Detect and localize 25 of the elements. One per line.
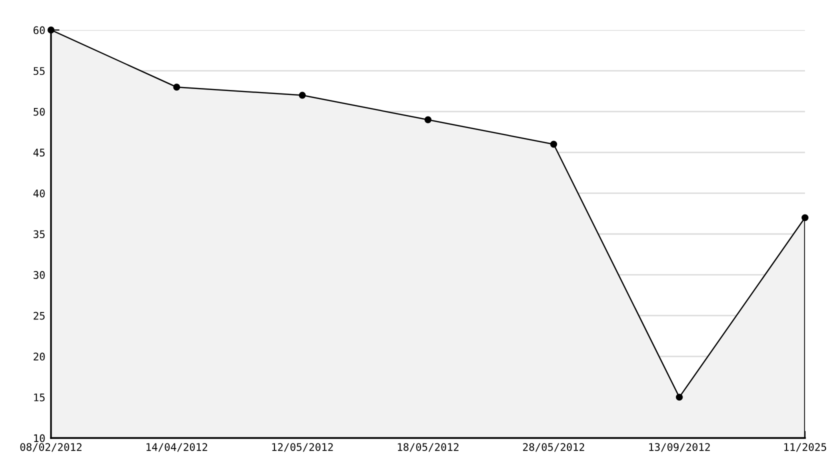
y-tick-label: 35 (34, 230, 45, 238)
point (550, 140, 558, 148)
point (298, 92, 306, 99)
x-tick-label: 28/05/2012 (523, 443, 584, 452)
x-tick-label: 12/05/2012 (272, 443, 333, 452)
x-tick-label: 11/2025 (784, 443, 826, 452)
point (173, 84, 180, 91)
y-tick-label: 60 (34, 26, 45, 34)
point (676, 394, 683, 401)
x-tick-label: 14/04/2012 (146, 443, 208, 452)
y-tick-label: 25 (34, 312, 45, 320)
x-tick-label: 08/02/2012 (20, 443, 82, 452)
y-tick-label: 20 (34, 352, 45, 361)
point (48, 26, 54, 34)
y-tick-label: 50 (34, 108, 45, 116)
x-tick-label: 13/09/2012 (649, 443, 710, 452)
point (424, 116, 432, 124)
y-tick-label: 30 (34, 271, 45, 279)
y-tick-label: 40 (33, 189, 45, 198)
point (802, 214, 808, 222)
y-tick-label: 45 (33, 148, 45, 157)
y-tick-label: 10 (34, 434, 45, 442)
y-tick-label: 55 (34, 67, 45, 75)
y-tick-label: 15 (34, 394, 45, 402)
x-tick-label: 18/05/2012 (398, 443, 458, 452)
